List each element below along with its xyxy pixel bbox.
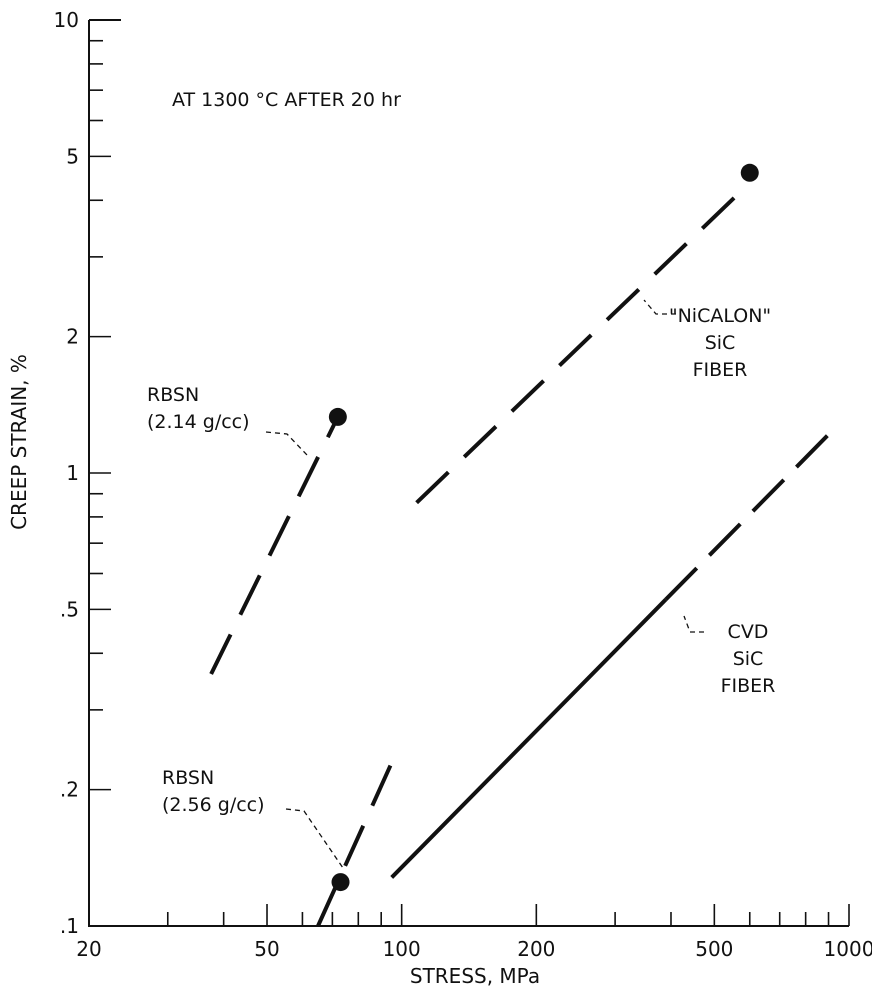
nicalon-curve [415, 184, 748, 505]
label-leaders [265, 299, 704, 869]
cvd-curve-dashed [664, 427, 836, 601]
series-labels: RBSN (2.14 g/cc) RBSN (2.56 g/cc) "NiCALON" S… [147, 305, 775, 816]
rbsn-214-label-line: (2.14 g/cc) [147, 411, 250, 433]
y-tick-label: 1 [66, 461, 79, 485]
series-markers [328, 163, 759, 892]
cvd-curve-solid [390, 598, 668, 879]
rbsn-214-marker [328, 407, 347, 426]
y-tick-label: 2 [66, 325, 79, 349]
y-tick-label: .2 [60, 778, 79, 802]
x-tick-label: 50 [254, 937, 279, 961]
y-tick-label: 10 [54, 8, 79, 32]
nicalon-label-line: "NiCALON" [669, 305, 771, 327]
x-tick-label: 20 [76, 937, 101, 961]
rbsn-256-label-line: RBSN [162, 767, 214, 789]
cvd-label-line: SiC [733, 648, 764, 670]
cvd-label-line: CVD [728, 621, 769, 643]
axis-lines [88, 20, 849, 927]
y-tick-label: 5 [66, 144, 79, 168]
nicalon-leader [643, 299, 676, 315]
y-tick-label: .1 [60, 914, 79, 938]
ticks [89, 39, 850, 926]
rbsn-256-curve [316, 752, 398, 927]
x-tick-label: 100 [383, 937, 421, 961]
cvd-leader [683, 615, 704, 633]
axes [88, 19, 849, 927]
x-tick-label: 1000 [824, 937, 872, 961]
rbsn-256-leader [285, 808, 344, 869]
rbsn-214-label-line: RBSN [147, 384, 199, 406]
rbsn-214-leader [265, 431, 309, 457]
condition-annotation: AT 1300 °C AFTER 20 hr [172, 89, 401, 111]
rbsn-256-marker [331, 873, 350, 892]
y-axis-title: CREEP STRAIN, % [7, 354, 31, 530]
series-curves [209, 184, 836, 927]
nicalon-label-line: FIBER [693, 359, 748, 381]
rbsn-214-curve [209, 416, 340, 675]
tick-labels: 20 50 100 200 500 1000 .1 .2 .5 1 2 5 10 [54, 8, 872, 961]
nicalon-label-line: SiC [705, 332, 736, 354]
nicalon-marker [740, 163, 759, 182]
x-axis-title: STRESS, MPa [410, 964, 540, 988]
x-tick-label: 200 [517, 937, 555, 961]
rbsn-256-label-line: (2.56 g/cc) [162, 794, 265, 816]
x-tick-label: 500 [695, 937, 733, 961]
y-tick-label: .5 [60, 597, 79, 621]
cvd-label-line: FIBER [721, 675, 776, 697]
